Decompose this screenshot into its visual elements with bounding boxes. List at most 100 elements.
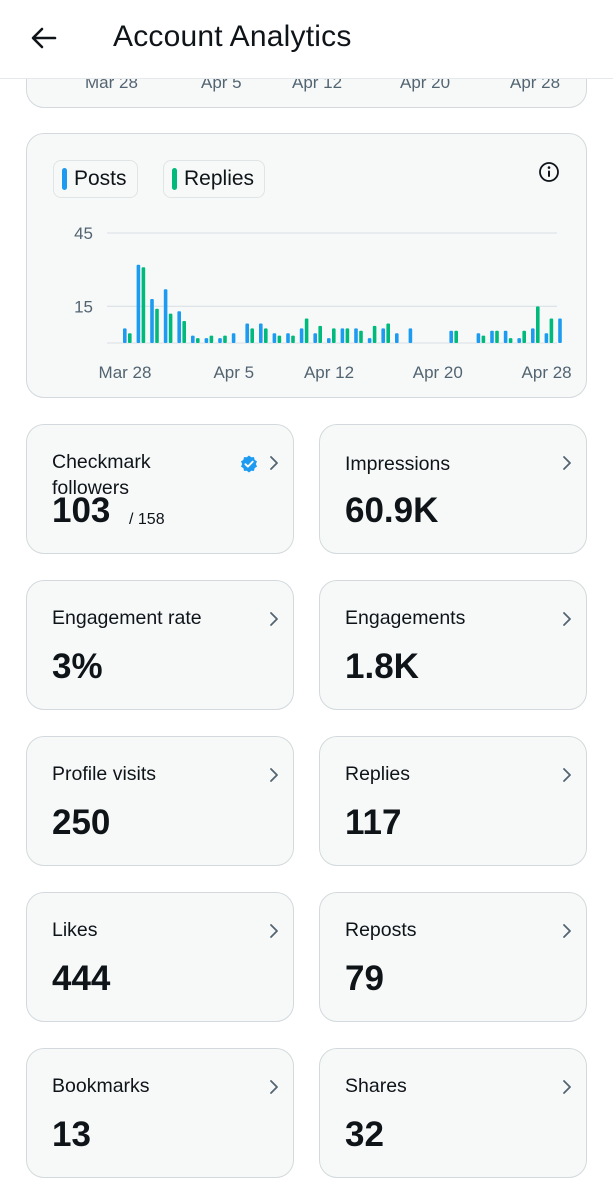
stat-card-shares[interactable]: Shares 32 <box>319 1048 587 1178</box>
stat-card-reposts[interactable]: Reposts 79 <box>319 892 587 1022</box>
chevron-right-icon <box>270 456 278 470</box>
stat-label: Likes <box>52 919 98 941</box>
replies-bar <box>196 338 200 343</box>
posts-bar <box>517 338 521 343</box>
stat-label: Replies <box>345 763 411 785</box>
stat-card-bookmarks[interactable]: Bookmarks 13 <box>26 1048 294 1178</box>
x-tick-label: Apr 20 <box>413 363 463 382</box>
posts-bar <box>136 264 141 343</box>
stat-value: 60.9K <box>345 491 439 530</box>
stat-card-likes[interactable]: Likes 444 <box>26 892 294 1022</box>
stat-label: Shares <box>345 1075 407 1097</box>
replies-bar <box>209 335 214 343</box>
posts-bar <box>395 333 399 343</box>
posts-bar <box>272 333 277 343</box>
y-tick-label: 45 <box>74 224 93 243</box>
replies-bar <box>536 306 540 343</box>
stat-card-checkmark-followers[interactable]: Checkmark followers 103 / 158 <box>26 424 294 554</box>
stat-card-engagements[interactable]: Engagements 1.8K <box>319 580 587 710</box>
replies-bar <box>345 328 350 343</box>
stat-value: 32 <box>345 1115 384 1154</box>
stat-label: Reposts <box>345 919 417 941</box>
top-app-bar: Account Analytics <box>0 0 613 79</box>
chevron-right-icon <box>270 924 278 938</box>
replies-bar <box>359 330 363 343</box>
x-tick-label: Apr 5 <box>213 363 254 382</box>
replies-bar <box>291 335 295 343</box>
posts-bar <box>367 338 372 343</box>
posts-bar <box>490 330 494 343</box>
replies-bar <box>128 333 132 343</box>
posts-bar <box>123 328 127 343</box>
posts-bar <box>327 338 331 343</box>
stat-value: 79 <box>345 959 384 998</box>
replies-bar <box>141 267 146 343</box>
posts-bar <box>286 333 290 343</box>
posts-bar <box>299 328 304 343</box>
posts-bar <box>408 328 413 343</box>
chevron-right-icon <box>563 456 571 470</box>
replies-bar <box>168 313 173 343</box>
chevron-right-icon <box>563 924 571 938</box>
posts-bar <box>218 338 222 343</box>
replies-bar <box>549 318 554 343</box>
stat-value: 250 <box>52 803 111 842</box>
replies-bar <box>304 318 309 343</box>
legend-posts-label: Posts <box>74 167 127 190</box>
posts-bar <box>231 333 236 343</box>
replies-bar <box>481 335 486 343</box>
stat-card-profile-visits[interactable]: Profile visits 250 <box>26 736 294 866</box>
x-tick-label: Apr 28 <box>522 363 572 382</box>
posts-bar <box>150 299 154 343</box>
posts-bar <box>245 323 249 343</box>
replies-bar <box>508 338 513 343</box>
replies-bar <box>386 323 390 343</box>
replies-bar <box>264 328 268 343</box>
replies-bar <box>250 328 254 343</box>
posts-bar <box>259 323 263 343</box>
stat-card-engagement-rate[interactable]: Engagement rate 3% <box>26 580 294 710</box>
chevron-right-icon <box>270 768 278 782</box>
posts-bar <box>177 311 181 343</box>
posts-bar <box>163 289 168 343</box>
stat-card-impressions[interactable]: Impressions 60.9K <box>319 424 587 554</box>
replies-bar <box>522 330 526 343</box>
stat-label: Checkmark followers <box>52 451 151 499</box>
page-title: Account Analytics <box>113 20 352 53</box>
stat-label: Engagement rate <box>52 607 202 629</box>
stat-value: 117 <box>345 803 402 842</box>
replies-bar <box>277 335 282 343</box>
stat-value: 1.8K <box>345 647 419 686</box>
posts-bar <box>449 330 453 343</box>
posts-bar <box>313 333 317 343</box>
legend-replies[interactable]: Replies <box>163 160 266 198</box>
stat-total: / 158 <box>129 511 165 528</box>
chevron-right-icon <box>563 768 571 782</box>
stat-card-replies[interactable]: Replies 117 <box>319 736 587 866</box>
replies-bar <box>318 325 322 343</box>
posts-bar <box>354 328 358 343</box>
stat-label: Impressions <box>345 453 451 475</box>
posts-swatch <box>62 168 67 190</box>
back-arrow-icon <box>31 27 57 49</box>
replies-bar <box>223 335 227 343</box>
posts-bar <box>191 335 195 343</box>
posts-bar <box>476 333 481 343</box>
info-icon[interactable] <box>538 161 560 183</box>
replies-bar <box>495 330 499 343</box>
back-button[interactable] <box>24 18 64 58</box>
posts-bar <box>558 318 562 343</box>
activity-bar-chart: 15 45 Mar 28 Apr 5 Apr 12 Apr 20 Apr 28 <box>74 224 572 382</box>
y-tick-label: 15 <box>74 297 93 316</box>
legend-posts[interactable]: Posts <box>53 160 138 198</box>
posts-bar <box>544 333 549 343</box>
stat-value: 444 <box>52 959 111 998</box>
replies-bar <box>332 328 336 343</box>
posts-bar <box>531 328 535 343</box>
stat-label: Profile visits <box>52 763 157 785</box>
chevron-right-icon <box>563 612 571 626</box>
stat-value: 3% <box>52 647 103 686</box>
replies-bar <box>182 321 186 343</box>
x-tick-label: Mar 28 <box>99 363 152 382</box>
chevron-right-icon <box>270 612 278 626</box>
